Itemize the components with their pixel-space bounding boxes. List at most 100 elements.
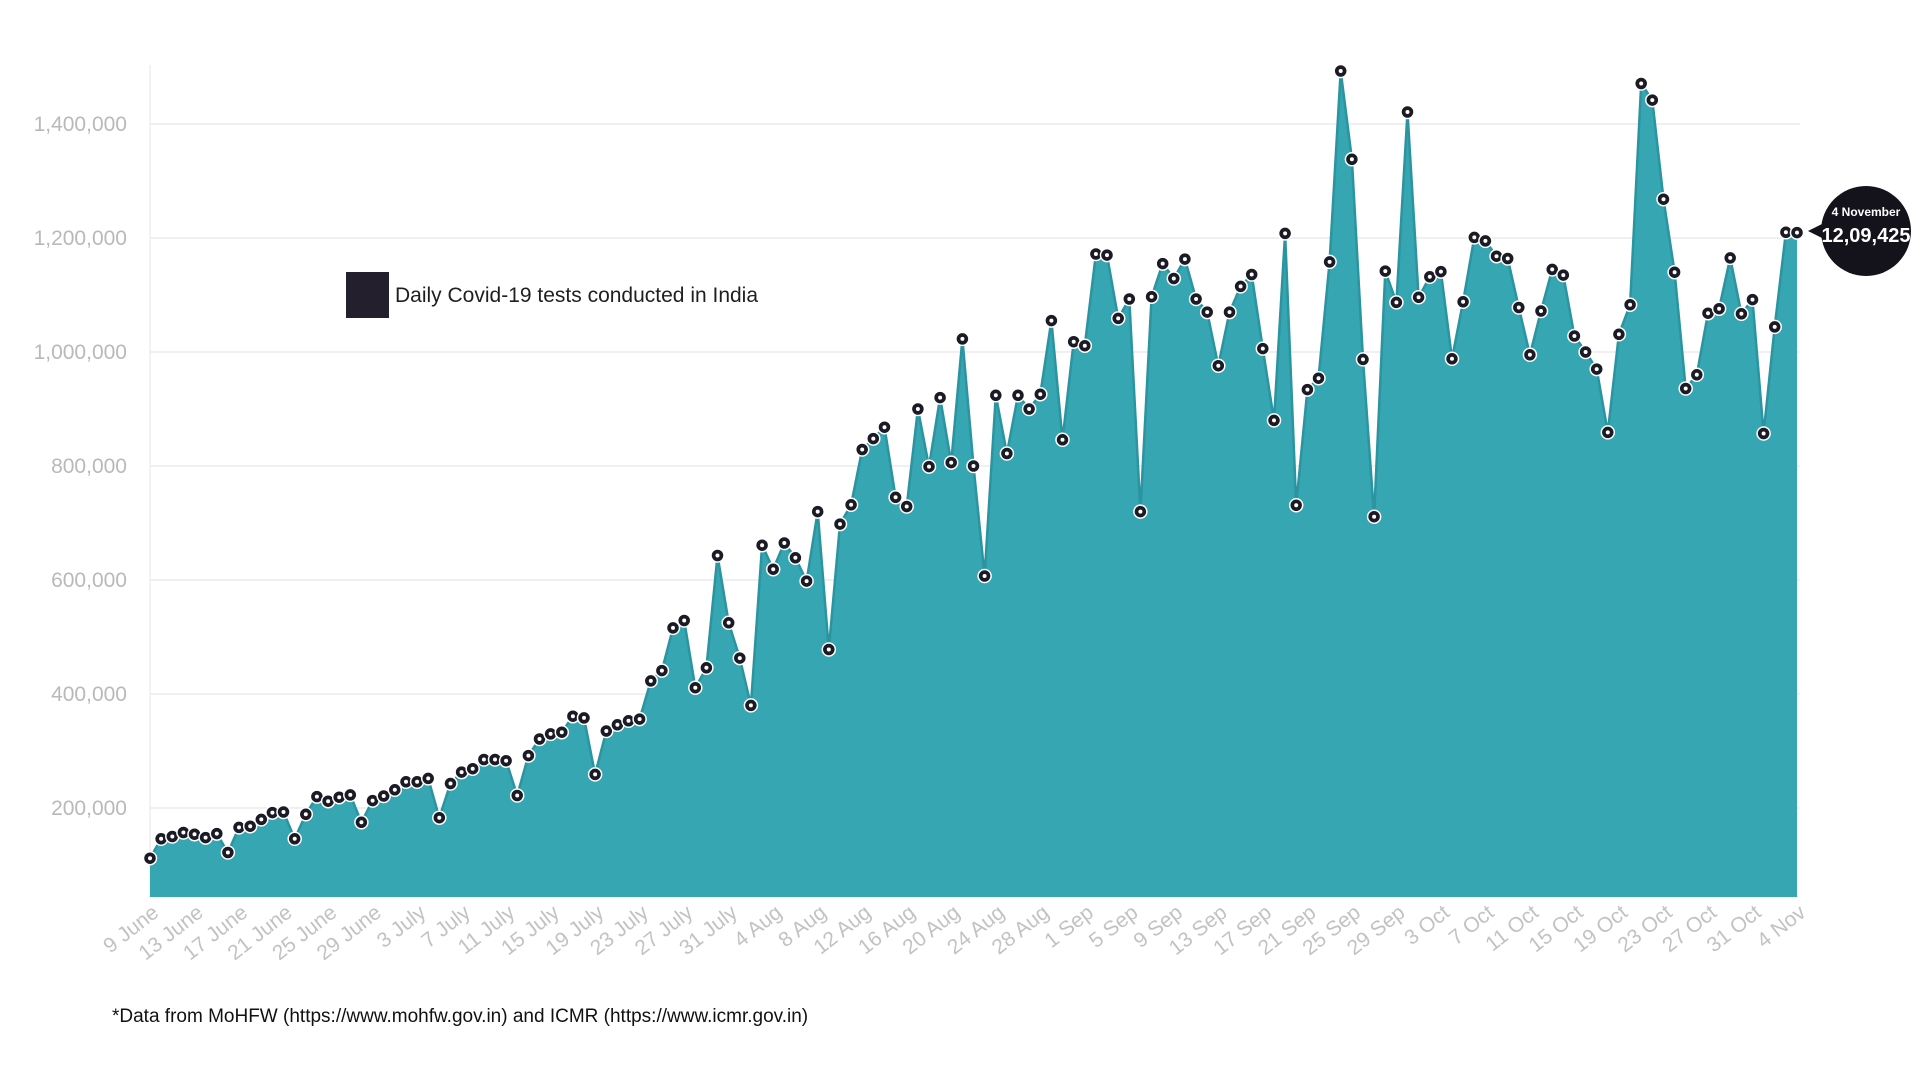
x-tick-label: 3 Oct (1400, 901, 1454, 950)
data-point (854, 442, 870, 457)
data-point (821, 642, 837, 657)
data-point (688, 680, 703, 695)
data-source-footnote: *Data from MoHFW (https://www.mohfw.gov.… (112, 1006, 809, 1027)
data-point (1077, 338, 1093, 353)
data-point (788, 550, 803, 566)
data-point (298, 807, 314, 822)
data-point (754, 537, 770, 553)
data-point (654, 663, 670, 678)
data-point (632, 711, 647, 727)
data-point (866, 431, 881, 446)
area-fill (150, 71, 1797, 897)
data-point (387, 782, 403, 798)
callout-pointer (1808, 224, 1822, 238)
data-point (443, 776, 458, 791)
data-point (799, 573, 814, 589)
data-point (587, 767, 603, 782)
data-point (1533, 303, 1549, 319)
data-point (843, 497, 859, 513)
data-point (1133, 504, 1148, 519)
data-point (1277, 226, 1293, 241)
data-point (1745, 292, 1760, 307)
y-tick-label: 600,000 (51, 569, 127, 592)
data-point (1722, 250, 1738, 266)
data-point (343, 787, 358, 803)
data-point (1633, 76, 1649, 91)
callout-value: 12,09,425 (1822, 225, 1911, 247)
data-point (1455, 294, 1471, 310)
data-point (142, 850, 158, 866)
data-point (420, 771, 436, 786)
data-point (1166, 271, 1182, 286)
data-point (476, 752, 492, 767)
y-tick-label: 1,200,000 (34, 227, 127, 250)
data-point (254, 812, 269, 827)
data-point (1700, 305, 1716, 321)
data-point (1556, 267, 1571, 283)
y-tick-label: 1,000,000 (34, 341, 127, 364)
y-tick-label: 200,000 (51, 797, 127, 820)
legend-swatch (346, 272, 389, 318)
data-point (1021, 401, 1037, 417)
data-point (955, 331, 970, 347)
data-point (1300, 382, 1315, 397)
data-point (643, 673, 659, 689)
data-point (1689, 367, 1705, 383)
data-point (1622, 297, 1638, 312)
data-point (810, 504, 825, 519)
y-tick-label: 800,000 (51, 455, 127, 478)
data-point (1010, 388, 1026, 403)
y-axis-ticks: 200,000 400,000 600,000 800,000 1,000,000 1,2… (34, 113, 127, 820)
data-point (1344, 152, 1360, 167)
area-layer (148, 70, 1798, 897)
x-tick-label: 1 Sep (1040, 901, 1097, 953)
data-point (1311, 370, 1326, 386)
data-point (543, 726, 558, 742)
data-point (1055, 432, 1070, 448)
data-point (1378, 263, 1393, 279)
data-point (231, 820, 247, 835)
data-point (1177, 251, 1193, 267)
data-point (899, 499, 914, 514)
data-point (966, 458, 981, 474)
data-point (1589, 361, 1604, 377)
data-point (1578, 344, 1593, 360)
data-point (287, 831, 302, 847)
data-point (1522, 347, 1538, 363)
data-point (621, 713, 636, 729)
data-point (1400, 104, 1415, 120)
data-point (1110, 311, 1126, 326)
last-value-callout: 4 November 12,09,425 (1808, 186, 1911, 276)
x-tick-label: 4 Aug (730, 901, 787, 952)
data-point (576, 710, 592, 726)
y-tick-label: 400,000 (51, 683, 127, 706)
data-point (1266, 413, 1282, 428)
data-point (710, 548, 725, 563)
data-point (1355, 352, 1371, 367)
data-point (209, 826, 225, 841)
data-point (1144, 289, 1159, 304)
data-point (276, 804, 291, 820)
data-point (988, 388, 1004, 403)
callout-bubble (1821, 186, 1911, 276)
data-point (432, 810, 447, 825)
data-point (1500, 251, 1515, 266)
data-point (1033, 386, 1048, 402)
data-point (943, 455, 959, 470)
x-tick-label: 3 July (373, 901, 431, 953)
data-point (676, 613, 692, 628)
data-point (521, 748, 536, 763)
callout-date: 4 November (1832, 205, 1901, 219)
data-point (1411, 290, 1426, 305)
data-point (1656, 191, 1671, 207)
data-point (1544, 262, 1560, 277)
data-point (1155, 256, 1170, 271)
data-point (699, 660, 714, 676)
x-tick-label: 4 Nov (1753, 901, 1811, 953)
data-point (1767, 319, 1782, 335)
legend: Daily Covid-19 tests conducted in India (346, 272, 758, 318)
data-point (599, 723, 614, 739)
data-point (743, 698, 759, 713)
data-point (1467, 230, 1482, 245)
